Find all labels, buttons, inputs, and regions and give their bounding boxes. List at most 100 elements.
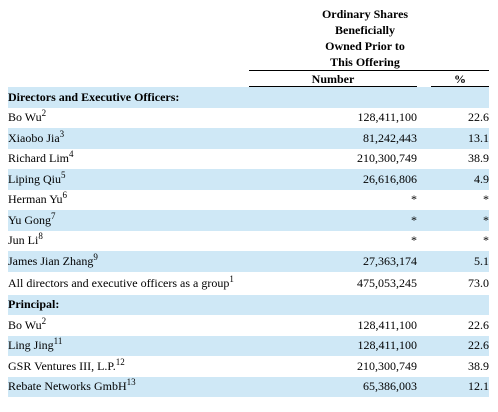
section-row: Principal: — [8, 294, 490, 315]
table-row: Herman Yu6 * * — [8, 190, 489, 211]
footnote-ref: 4 — [68, 149, 74, 160]
holder-name: James Jian Zhang — [8, 253, 94, 268]
table-row: Yu Gong7 * * — [8, 210, 490, 231]
shares-number: 128,411,100 — [357, 317, 417, 332]
table-row: Rebate Networks GmbH13 65,386,003 12.1 — [8, 376, 490, 397]
spacer-cell — [417, 190, 431, 211]
shares-number: 475,053,245 — [357, 275, 417, 290]
shares-number: * — [249, 210, 417, 231]
holder-name-cell: Yu Gong7 — [8, 210, 249, 231]
shares-number: * — [411, 233, 417, 248]
number-header-underline — [249, 86, 417, 87]
shares-number: * — [411, 192, 417, 207]
spacer-cell — [417, 210, 431, 231]
holder-name: Liping Qiu — [8, 171, 61, 186]
table-row: Jun Li8 * * — [8, 231, 489, 252]
table-row: All directors and executive officers as … — [8, 272, 489, 295]
spacer-cell — [417, 251, 431, 272]
percent-header-underline — [431, 86, 489, 87]
footnote-ref: 1 — [229, 273, 234, 284]
number-column-header: Number — [311, 72, 355, 86]
shares-percent: 38.9 — [468, 151, 490, 166]
holder-name: Richard Lim — [8, 151, 69, 166]
ownership-table: Directors and Executive Officers: Bo Wu2 1… — [8, 87, 490, 397]
header-line: This Offering — [330, 55, 400, 69]
header-line: Beneficially — [335, 23, 395, 37]
spacer-cell — [417, 149, 431, 170]
table-row: Liping Qiu5 26,616,806 4.9 — [8, 169, 490, 190]
holder-name-cell: Herman Yu6 — [8, 190, 249, 211]
shares-percent: 13.1 — [431, 128, 490, 149]
shares-number: 81,242,443 — [249, 128, 417, 149]
shares-percent: 12.1 — [431, 376, 490, 397]
holder-name-cell: Jun Li8 — [8, 231, 249, 252]
spacer-cell — [417, 108, 431, 129]
holder-name: Rebate Networks GmbH — [8, 379, 127, 394]
shares-percent: 22.6 — [468, 317, 490, 332]
spacer-cell — [417, 128, 431, 149]
shares-number: 210,300,749 — [357, 358, 417, 373]
holder-name-cell: GSR Ventures III, L.P.12 — [8, 356, 249, 377]
shares-percent: 5.1 — [431, 251, 490, 272]
holder-name: Jun Li — [8, 233, 39, 248]
spacer-cell — [417, 272, 431, 295]
footnote-ref: 3 — [59, 128, 65, 139]
footnote-ref: 13 — [126, 377, 136, 388]
holder-name-cell: Rebate Networks GmbH13 — [8, 376, 249, 397]
shares-percent: 38.9 — [468, 358, 490, 373]
footnote-ref: 8 — [38, 231, 43, 242]
table-row: Bo Wu2 128,411,100 22.6 — [8, 108, 489, 129]
spacer-cell — [417, 376, 431, 397]
holder-name-cell: Xiaobo Jia3 — [8, 128, 249, 149]
shares-percent: * — [483, 233, 490, 248]
column-group-header: Ordinary Shares Beneficially Owned Prior… — [300, 6, 430, 70]
holder-name-cell: Bo Wu2 — [8, 315, 249, 336]
footnote-ref: 12 — [115, 356, 125, 367]
shares-number: 210,300,749 — [357, 151, 417, 166]
shares-number: 27,363,174 — [249, 251, 417, 272]
holder-name-cell: Liping Qiu5 — [8, 169, 249, 190]
holder-name: All directors and executive officers as … — [8, 275, 230, 290]
holder-name: Ling Jing — [8, 338, 54, 353]
holder-name-cell: James Jian Zhang9 — [8, 251, 249, 272]
footnote-ref: 9 — [93, 251, 98, 262]
table-row: Bo Wu2 128,411,100 22.6 — [8, 315, 489, 336]
section-heading: Directors and Executive Officers: — [8, 87, 490, 108]
shares-percent: 73.0 — [468, 275, 490, 290]
ownership-table-body: Directors and Executive Officers: Bo Wu2 1… — [8, 87, 490, 397]
percent-column-header: % — [454, 72, 466, 86]
holder-name: GSR Ventures III, L.P. — [8, 358, 116, 373]
holder-name: Bo Wu — [8, 317, 42, 332]
table-row: GSR Ventures III, L.P.12 210,300,749 38.9 — [8, 356, 489, 377]
footnote-ref: 6 — [62, 190, 68, 201]
footnote-ref: 2 — [41, 108, 47, 119]
shares-percent: * — [431, 210, 490, 231]
shares-percent: * — [483, 192, 490, 207]
shares-number: 65,386,003 — [249, 376, 417, 397]
footnote-ref: 7 — [51, 210, 56, 221]
table-row: Ling Jing11 128,411,100 22.6 — [8, 335, 490, 356]
holder-name: Yu Gong — [8, 212, 52, 227]
spacer-cell — [417, 169, 431, 190]
table-row: James Jian Zhang9 27,363,174 5.1 — [8, 251, 490, 272]
table-row: Richard Lim4 210,300,749 38.9 — [8, 149, 489, 170]
holder-name-cell: Bo Wu2 — [8, 108, 249, 129]
section-heading: Principal: — [8, 294, 490, 315]
section-row: Directors and Executive Officers: — [8, 87, 490, 108]
footnote-ref: 2 — [41, 315, 47, 326]
spacer-cell — [417, 315, 431, 336]
shares-number: 128,411,100 — [249, 335, 417, 356]
shares-percent: 4.9 — [431, 169, 490, 190]
shares-number: 26,616,806 — [249, 169, 417, 190]
shares-number: 128,411,100 — [357, 110, 417, 125]
header-line: Ordinary Shares — [321, 7, 409, 21]
spacer-cell — [417, 231, 431, 252]
holder-name: Xiaobo Jia — [8, 130, 60, 145]
holder-name: Bo Wu — [8, 110, 42, 125]
holder-name-cell: Richard Lim4 — [8, 149, 249, 170]
holder-name-cell: Ling Jing11 — [8, 335, 249, 356]
spacer-cell — [417, 335, 431, 356]
spacer-cell — [417, 356, 431, 377]
shares-percent: 22.6 — [431, 335, 490, 356]
holder-name-cell: All directors and executive officers as … — [8, 272, 249, 295]
